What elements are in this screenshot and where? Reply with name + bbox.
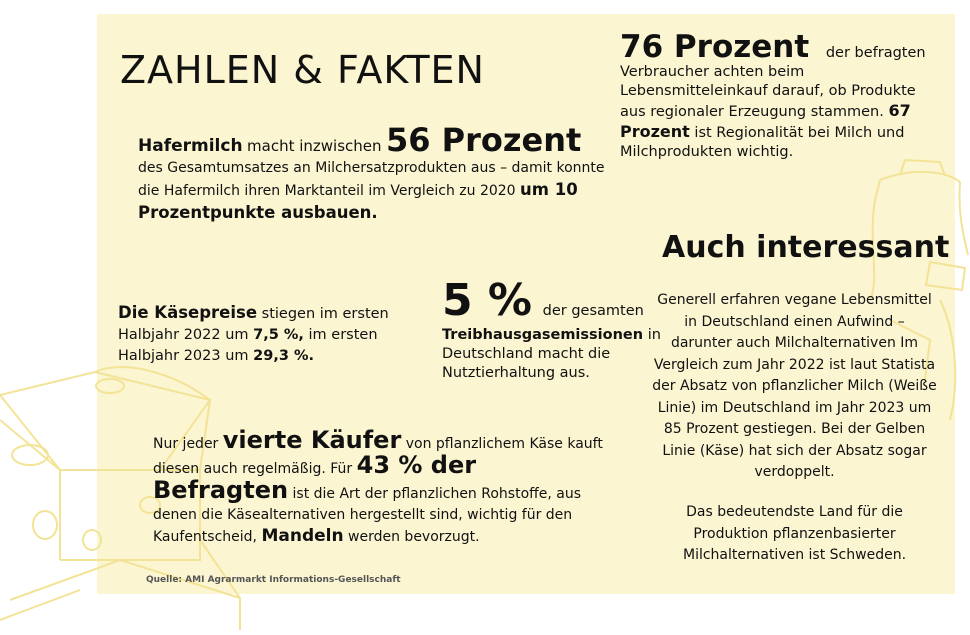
fact-buyers: Nur jeder vierte Käufer von pflanzlichem… [153,428,618,548]
fact-emissions-highlight: 5 % [442,275,533,326]
fact-cheese-prices-lead: Die Käsepreise [118,303,258,322]
fact-emissions-text-2: in Deutschland macht die Nutztierhaltung… [442,327,661,381]
fact-emissions-text: der gesamten [542,303,644,319]
fact-emissions-bold: Treibhausgasemissionen [442,327,644,343]
fact-cheese-prices-value-1: 7,5 %, [253,327,304,343]
fact-oatmilk-text-3: um 10 Prozentpunkte ausbauen. [138,180,578,222]
fact-regional-highlight: 76 Prozent [620,29,810,65]
fact-cheese-prices: Die Käsepreise stiegen im ersten Halbjah… [118,302,418,367]
fact-regional-highlight-2: 67 Prozent [620,101,911,141]
fact-oatmilk: Hafermilch macht inzwischen 56 Prozent d… [138,124,608,225]
fact-regional: 76 Prozent der befragten Verbraucher ach… [620,32,942,162]
fact-buyers-text-3: ist die Art der pflanzlichen Rohstoffe, … [153,486,582,545]
also-interesting-paragraph-2: Das bedeutendste Land für die Produktion… [682,504,907,563]
cheese-illustration [0,366,241,630]
fact-buyers-bold: Mandeln [261,526,344,546]
page-title: ZAHLEN & FAKTEN [120,48,485,92]
fact-buyers-text-4: werden bevorzugt. [348,529,480,545]
fact-oatmilk-lead: Hafermilch [138,136,243,156]
fact-buyers-highlight-2: 43 % der Befragten [153,451,477,504]
source-note: Quelle: AMI Agrarmarkt Informations-Gese… [146,575,401,585]
infographic-panel [97,14,955,594]
fact-emissions: 5 % der gesamten Treibhausgasemissionen … [442,276,672,383]
fact-buyers-highlight: vierte Käufer [222,426,402,454]
fact-buyers-text: Nur jeder [153,436,219,452]
fact-regional-text: der befragten Verbraucher achten beim Le… [620,45,926,120]
also-interesting-paragraph-1: Generell erfahren vegane Lebensmittel in… [652,292,937,480]
fact-oatmilk-text-2: des Gesamtumsatzes an Milchersatzprodukt… [138,160,605,199]
fact-oatmilk-text: macht inzwischen [247,137,382,155]
fact-oatmilk-highlight: 56 Prozent [385,121,582,159]
also-interesting-heading: Auch interessant [662,230,950,265]
fact-cheese-prices-text-2: im ersten Halbjahr 2023 um [118,327,378,364]
fact-cheese-prices-value-2: 29,3 %. [253,348,315,364]
fact-regional-text-2: ist Regionalität bei Milch und Milchprod… [620,125,905,160]
fact-buyers-text-2: von pflanzlichem Käse kauft diesen auch … [153,436,603,477]
fact-cheese-prices-text: stiegen im ersten Halbjahr 2022 um [118,306,389,343]
milk-jug-illustration [869,158,969,421]
